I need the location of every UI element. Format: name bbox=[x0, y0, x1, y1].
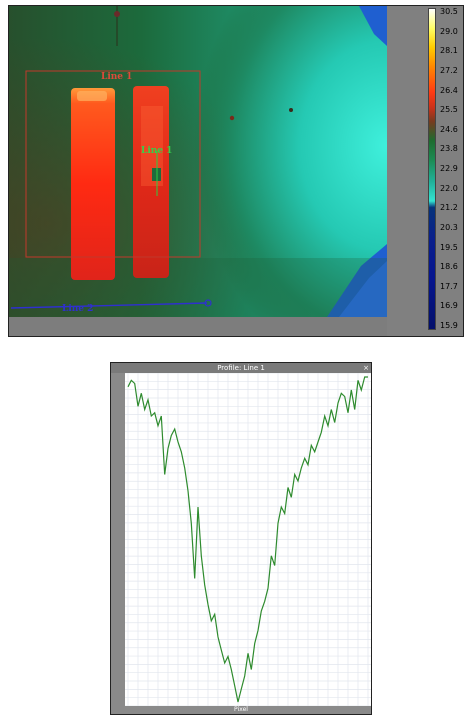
thermal-image-panel: Line 1 Line 1 Line 2 bbox=[8, 5, 464, 337]
palette-tick-label: 22.0 bbox=[440, 183, 458, 193]
palette-tick-label: 21.2 bbox=[440, 203, 458, 213]
cold-corner-top-right bbox=[359, 6, 387, 46]
roi-label-line1-red[interactable]: Line 1 bbox=[101, 72, 133, 82]
palette-tick-label: 25.5 bbox=[440, 105, 458, 115]
thermal-bottom-strip bbox=[9, 317, 387, 336]
thermal-image[interactable]: Line 1 Line 1 Line 2 bbox=[9, 6, 387, 317]
profile-line-2 bbox=[10, 302, 208, 309]
hot-bar-right bbox=[133, 86, 169, 278]
hot-bar-left bbox=[71, 88, 115, 280]
roi-label-line1-green[interactable]: Line 1 bbox=[141, 146, 173, 156]
palette-tick-label: 29.0 bbox=[440, 26, 458, 36]
profile-plot-area[interactable] bbox=[125, 373, 371, 706]
palette-tick-label: 19.5 bbox=[440, 242, 458, 252]
close-icon[interactable]: × bbox=[363, 364, 369, 372]
palette-tick-label: 28.1 bbox=[440, 46, 458, 56]
profile-series-line bbox=[127, 376, 368, 703]
profile-chart bbox=[125, 373, 371, 706]
profile-x-axis-label: Pixel bbox=[234, 706, 248, 713]
roi-rectangle bbox=[25, 70, 201, 258]
palette-panel-background bbox=[387, 6, 463, 336]
palette-tick-label: 22.9 bbox=[440, 164, 458, 173]
palette-tick-label: 26.4 bbox=[440, 85, 458, 95]
profile-title: Profile: Line 1 bbox=[111, 363, 371, 373]
roi-label-line2[interactable]: Line 2 bbox=[62, 304, 94, 314]
color-palette-bar[interactable] bbox=[428, 8, 436, 330]
palette-tick-label: 27.2 bbox=[440, 65, 458, 75]
palette-tick-label: 23.8 bbox=[440, 144, 458, 154]
palette-tick-label: 16.9 bbox=[440, 301, 458, 311]
palette-tick-label: 18.6 bbox=[440, 262, 458, 272]
palette-tick-label: 20.3 bbox=[440, 222, 458, 232]
palette-tick-label: 30.5 bbox=[440, 7, 458, 16]
palette-tick-label: 24.6 bbox=[440, 124, 458, 134]
palette-tick-label: 17.7 bbox=[440, 281, 458, 291]
profile-window: Profile: Line 1 × Pixel bbox=[110, 362, 372, 715]
palette-tick-label: 15.9 bbox=[440, 321, 458, 330]
